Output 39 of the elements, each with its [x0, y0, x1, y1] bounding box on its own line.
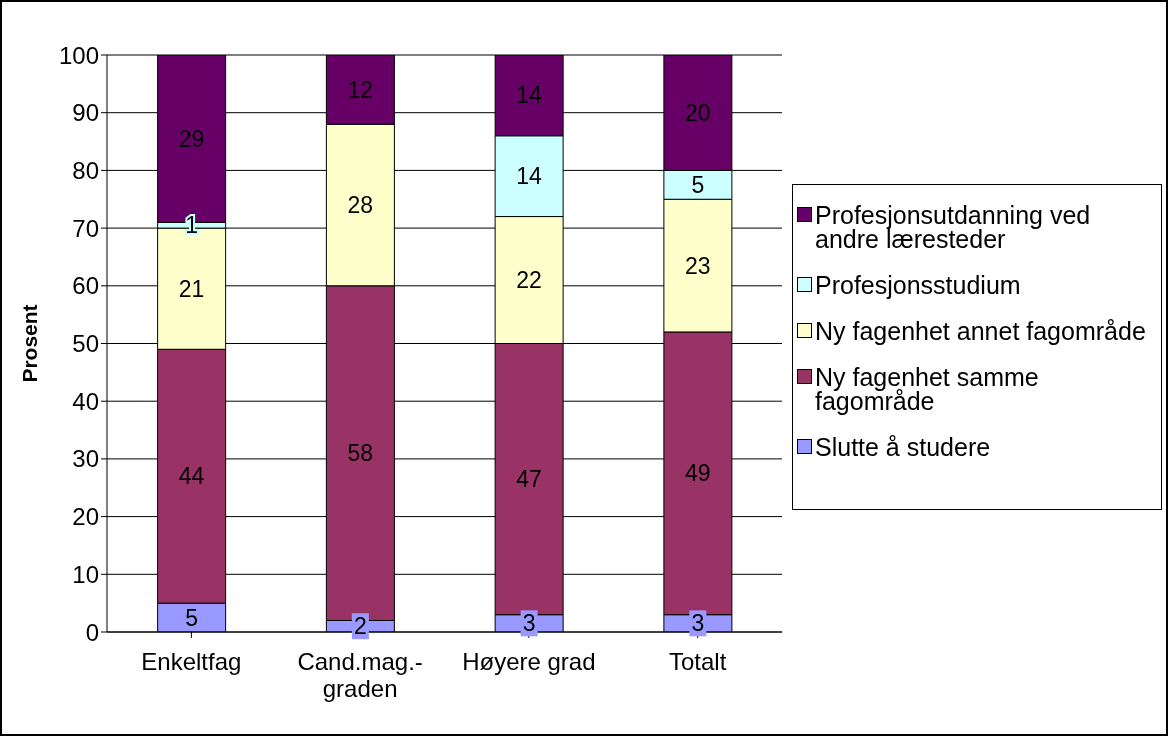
y-tick-label: 10 [72, 560, 99, 588]
y-tick-label: 50 [72, 330, 99, 358]
data-label: 28 [347, 192, 374, 219]
x-tick-label: Totalt [668, 647, 727, 675]
legend-label: Profesjonsutdanning ved andre læresteder [815, 201, 1092, 253]
data-label: 3 [522, 610, 536, 637]
legend-label: Ny fagenhet annet fagområde [815, 317, 1146, 345]
data-label: 22 [516, 267, 542, 294]
legend-label: Profesjonsstudium [815, 271, 1021, 299]
data-label: 12 [347, 76, 374, 103]
x-tick-label: Høyere grad [462, 647, 596, 675]
y-axis-title: Prosent [18, 304, 42, 383]
data-label: 3 [691, 610, 705, 637]
y-tick-label: 90 [72, 99, 99, 127]
x-tick-label: Cand.mag.-graden [297, 647, 423, 703]
data-label: 5 [185, 604, 199, 631]
y-tick-label: 70 [72, 214, 99, 242]
data-label: 49 [685, 460, 711, 487]
y-tick-label: 60 [72, 272, 99, 300]
data-label: 44 [178, 463, 205, 490]
data-label: 23 [685, 252, 711, 279]
data-label: 14 [516, 82, 543, 109]
data-label: 29 [178, 125, 205, 152]
y-tick-label: 20 [72, 503, 99, 531]
x-tick-label: Enkeltfag [141, 647, 242, 675]
y-tick-label: 100 [58, 41, 99, 69]
data-label: 20 [685, 99, 711, 126]
data-label: 2 [353, 613, 367, 640]
legend-label: Slutte å studere [815, 433, 991, 461]
data-label: 5 [691, 171, 705, 198]
data-label: 58 [347, 440, 374, 467]
y-tick-label: 40 [72, 387, 99, 415]
y-tick-label: 30 [72, 445, 99, 473]
data-label: 14 [516, 163, 543, 190]
y-tick-label: 80 [72, 156, 99, 184]
data-label: 47 [516, 466, 542, 493]
legend-label: Ny fagenhet samme fagområde [815, 363, 1040, 415]
data-label: 21 [178, 275, 205, 302]
y-tick-label: 0 [85, 618, 99, 646]
